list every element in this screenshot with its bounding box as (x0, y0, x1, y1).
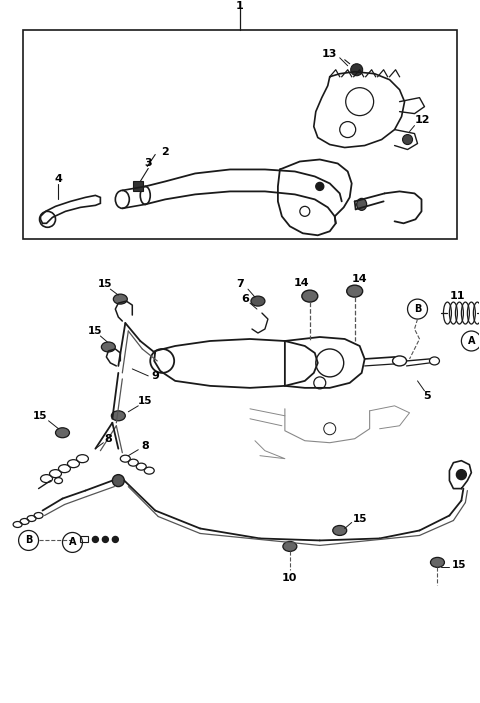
Text: 13: 13 (322, 49, 337, 59)
Ellipse shape (251, 296, 265, 306)
Ellipse shape (113, 294, 127, 304)
Text: 15: 15 (88, 326, 103, 336)
Text: B: B (414, 304, 421, 314)
Ellipse shape (111, 411, 125, 421)
Text: 12: 12 (415, 115, 430, 124)
Ellipse shape (347, 285, 363, 297)
Text: A: A (468, 336, 475, 346)
Circle shape (456, 470, 467, 479)
Ellipse shape (56, 427, 70, 438)
Text: 14: 14 (294, 278, 310, 288)
Ellipse shape (357, 198, 367, 210)
Text: 3: 3 (144, 158, 152, 169)
Ellipse shape (302, 290, 318, 302)
Text: A: A (69, 537, 76, 548)
Circle shape (102, 536, 108, 543)
Circle shape (112, 536, 119, 543)
Text: 15: 15 (452, 560, 467, 570)
Text: 15: 15 (98, 279, 113, 289)
Text: 4: 4 (55, 174, 62, 184)
Circle shape (351, 64, 363, 76)
Text: 2: 2 (161, 146, 169, 157)
Circle shape (112, 475, 124, 486)
Text: 15: 15 (33, 411, 48, 421)
Text: 11: 11 (450, 291, 465, 301)
Text: 5: 5 (424, 391, 432, 401)
Text: 8: 8 (142, 441, 149, 451)
Bar (81, 536, 88, 543)
Text: 14: 14 (352, 274, 368, 284)
Circle shape (316, 182, 324, 191)
Text: 15: 15 (138, 396, 153, 406)
Ellipse shape (101, 342, 115, 352)
Ellipse shape (283, 541, 297, 551)
Circle shape (403, 134, 412, 145)
Circle shape (93, 536, 98, 543)
Text: 1: 1 (236, 1, 244, 11)
Text: 10: 10 (282, 574, 298, 583)
Text: 7: 7 (236, 279, 244, 289)
Text: 15: 15 (352, 513, 367, 524)
Bar (23, 30, 457, 239)
Text: B: B (25, 536, 32, 546)
Text: 6: 6 (241, 294, 249, 304)
Text: 8: 8 (105, 434, 112, 444)
Text: 9: 9 (151, 371, 159, 381)
Ellipse shape (431, 557, 444, 567)
Ellipse shape (333, 525, 347, 536)
Bar (133, 181, 143, 191)
